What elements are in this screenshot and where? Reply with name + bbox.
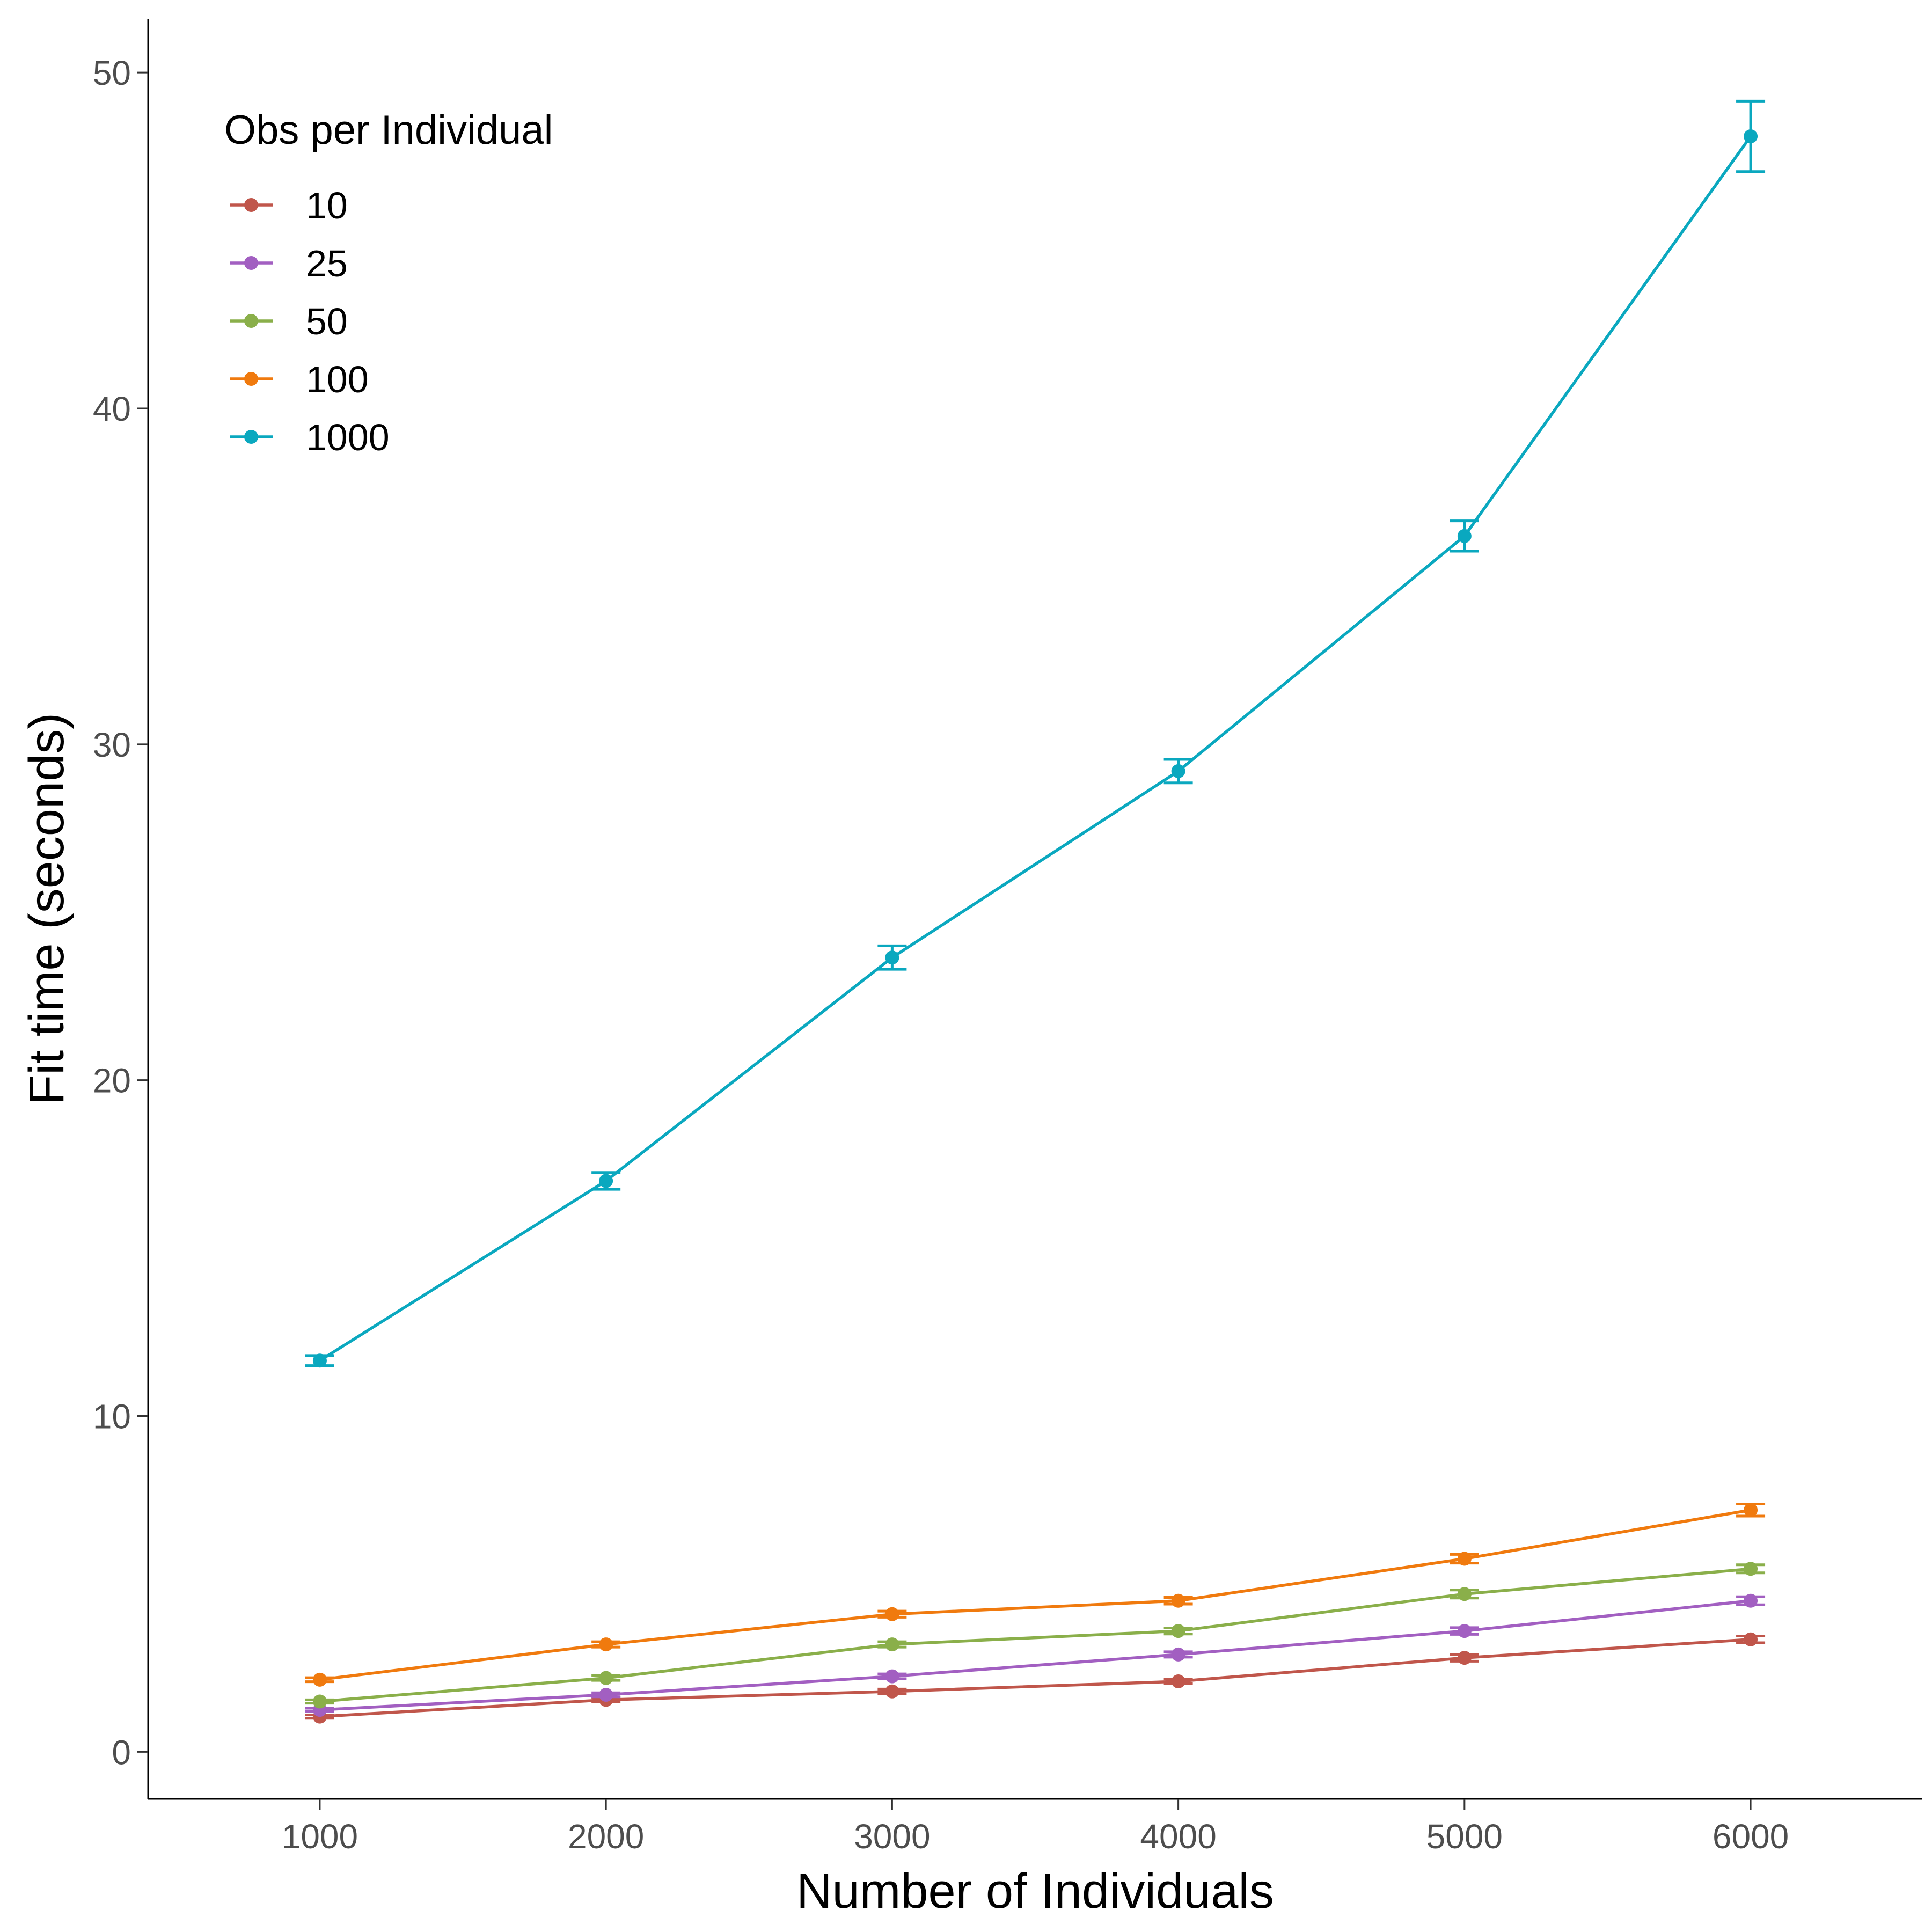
legend-key-point	[244, 430, 258, 444]
y-axis-title: Fit time (seconds)	[19, 713, 74, 1105]
series-line	[319, 1567, 1751, 1703]
legend-label: 100	[306, 358, 369, 400]
legend-key-point	[244, 198, 258, 212]
series-10	[305, 1632, 1766, 1724]
x-tick-label: 2000	[568, 1817, 644, 1856]
data-point	[1457, 1552, 1472, 1566]
legend-label: 10	[306, 185, 348, 226]
x-tick-label: 5000	[1426, 1817, 1503, 1856]
y-tick-label: 30	[93, 726, 131, 764]
x-ticks: 1000 2000 3000 4000 5000 6000	[282, 1799, 1789, 1856]
data-point	[599, 1687, 613, 1702]
series-line	[319, 1637, 1751, 1718]
data-point	[885, 950, 899, 965]
axes: 1000 2000 3000 4000 5000 6000 0 10 20 30 40 50	[93, 19, 1922, 1856]
data-point	[1457, 1587, 1472, 1601]
data-point	[312, 1353, 327, 1368]
data-point	[1744, 1593, 1758, 1608]
series-line	[319, 1509, 1751, 1681]
y-tick-label: 20	[93, 1062, 131, 1100]
y-ticks: 0 10 20 30 40 50	[93, 54, 148, 1772]
legend-key-point	[244, 256, 258, 270]
data-point	[1171, 1624, 1185, 1638]
series-100	[305, 1503, 1766, 1687]
legend-key-point	[244, 372, 258, 386]
legend-label: 1000	[306, 416, 390, 458]
data-point	[1171, 1674, 1185, 1688]
legend-item-25: 25	[230, 243, 348, 284]
y-tick-label: 50	[93, 54, 131, 92]
series-50	[305, 1562, 1766, 1709]
x-tick-label: 4000	[1140, 1817, 1216, 1856]
x-tick-label: 6000	[1713, 1817, 1789, 1856]
data-point	[599, 1671, 613, 1685]
legend-item-10: 10	[230, 185, 348, 226]
data-point	[1171, 1647, 1185, 1662]
data-point	[1457, 1651, 1472, 1665]
series-line	[319, 1599, 1751, 1711]
data-point	[599, 1637, 613, 1652]
data-point	[1744, 1503, 1758, 1517]
series-line	[319, 135, 1752, 1362]
x-axis-title: Number of Individuals	[796, 1864, 1274, 1919]
data-point	[1744, 1562, 1758, 1576]
legend-item-50: 50	[230, 301, 348, 342]
data-point	[885, 1684, 899, 1699]
legend-item-100: 100	[230, 358, 369, 400]
y-tick-label: 0	[112, 1733, 131, 1772]
legend-key-point	[244, 314, 258, 328]
series-1000	[305, 99, 1766, 1368]
data-point	[1457, 1624, 1472, 1638]
data-point	[1744, 1632, 1758, 1646]
data-point	[885, 1669, 899, 1684]
data-point	[1457, 529, 1472, 543]
legend-item-1000: 1000	[230, 416, 390, 458]
legend-label: 25	[306, 243, 348, 284]
y-tick-label: 10	[93, 1397, 131, 1436]
data-point	[312, 1694, 327, 1709]
data-point	[885, 1637, 899, 1652]
legend-items: 10 25 50 100 1000	[230, 185, 390, 458]
y-tick-label: 40	[93, 390, 131, 428]
x-tick-label: 3000	[854, 1817, 930, 1856]
legend: Obs per Individual 10 25 50 100 1000	[224, 107, 553, 458]
data-point	[885, 1607, 899, 1621]
x-tick-label: 1000	[282, 1817, 358, 1856]
data-point	[1171, 1593, 1185, 1608]
data-point	[312, 1672, 327, 1687]
legend-label: 50	[306, 301, 348, 342]
data-point	[1171, 764, 1185, 778]
data-point	[599, 1174, 613, 1188]
data-point	[1744, 129, 1758, 144]
plot-area	[305, 99, 1766, 1724]
legend-title: Obs per Individual	[224, 107, 553, 153]
series-25	[305, 1593, 1766, 1717]
